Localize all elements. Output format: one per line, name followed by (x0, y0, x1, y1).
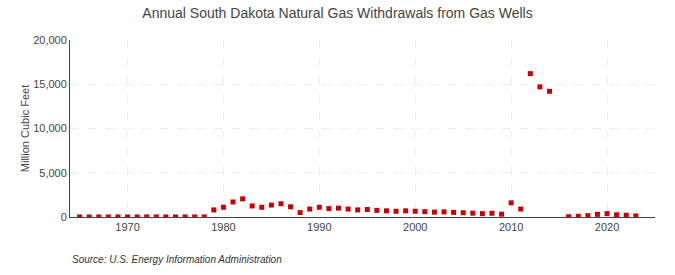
svg-text:2000: 2000 (403, 221, 427, 233)
svg-text:Annual South Dakota Natural Ga: Annual South Dakota Natural Gas Withdraw… (142, 5, 532, 21)
svg-text:1970: 1970 (115, 221, 139, 233)
svg-text:5,000: 5,000 (39, 167, 67, 179)
svg-text:Million Cubic Feet: Million Cubic Feet (19, 85, 31, 172)
svg-text:15,000: 15,000 (33, 78, 67, 90)
svg-text:2020: 2020 (595, 221, 619, 233)
svg-text:2010: 2010 (499, 221, 523, 233)
svg-text:1980: 1980 (211, 221, 235, 233)
svg-text:0: 0 (61, 211, 67, 223)
svg-text:20,000: 20,000 (33, 34, 67, 46)
svg-text:Source: U.S. Energy Informatio: Source: U.S. Energy Information Administ… (72, 254, 282, 265)
svg-text:10,000: 10,000 (33, 122, 67, 134)
svg-text:1990: 1990 (307, 221, 331, 233)
